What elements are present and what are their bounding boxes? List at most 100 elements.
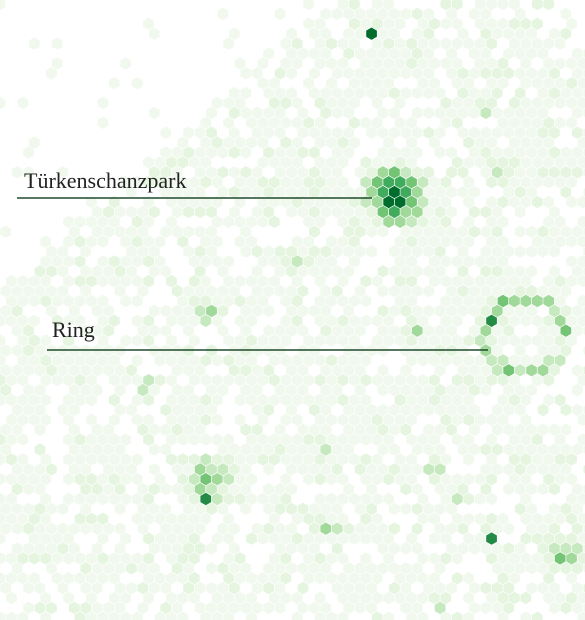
hexbin-cell — [491, 265, 503, 278]
hexbin-cell — [91, 304, 103, 318]
hexbin-cell — [360, 374, 372, 387]
hexbin-cell — [377, 146, 389, 159]
hexbin-cell — [417, 572, 429, 585]
hexbin-cell — [246, 334, 257, 347]
hexbin-cell — [371, 96, 383, 110]
hexbin-cell — [51, 532, 63, 545]
hexbin-cell — [200, 374, 212, 387]
hexbin-cell — [366, 562, 377, 575]
hexbin-cell — [560, 7, 572, 21]
hexbin-cell — [46, 364, 57, 377]
hexbin-cell — [303, 393, 314, 407]
hexbin-cell — [234, 374, 246, 387]
hexbin-cell — [217, 146, 229, 159]
hexbin-cell — [137, 383, 149, 397]
hexbin-cell — [103, 225, 114, 238]
hexbin-cell — [103, 443, 114, 456]
annotation-label-ring: Ring — [52, 317, 95, 342]
hexbin-cell — [474, 96, 486, 110]
hexbin-cell — [549, 443, 560, 456]
hexbin-cell — [91, 265, 103, 278]
hexbin-cell — [194, 581, 206, 595]
hexbin-cell — [366, 581, 377, 595]
hexbin-cell — [474, 334, 486, 347]
hexbin-cell — [543, 156, 555, 169]
hexbin-cell — [531, 156, 543, 169]
hexbin-cell — [28, 572, 40, 585]
hexbin-cell — [383, 195, 394, 209]
hexbin-cell — [280, 413, 292, 426]
hexbin-cell — [543, 116, 555, 129]
hexbin-cell — [149, 463, 160, 476]
hexbin-cell — [246, 235, 257, 248]
hexbin-cell — [149, 581, 160, 595]
hexbin-cell — [291, 512, 303, 525]
hexbin-cell — [503, 265, 515, 278]
hexbin-cell — [400, 482, 412, 496]
hexbin-cell — [577, 255, 585, 268]
hexbin-cell — [577, 433, 585, 446]
hexbin-cell — [571, 502, 583, 516]
hexbin-cell — [491, 324, 503, 337]
hexbin-cell — [34, 344, 46, 357]
hexbin-cell — [349, 413, 360, 426]
hexbin-cell — [108, 591, 120, 605]
hexbin-cell — [394, 413, 406, 426]
hexbin-cell — [234, 572, 246, 585]
hexbin-cell — [91, 225, 103, 238]
hexbin-cell — [229, 364, 240, 377]
hexbin-cell — [423, 383, 435, 397]
hexbin-cell — [406, 215, 417, 228]
hexbin-cell — [114, 522, 126, 535]
hexbin-cell — [411, 86, 423, 100]
hexbin-cell — [520, 512, 532, 525]
hexbin-cell — [28, 354, 40, 367]
hexbin-cell — [211, 413, 223, 426]
hexbin-cell — [383, 611, 394, 620]
hexbin-cell — [274, 324, 286, 337]
hexbin-cell — [257, 433, 269, 446]
hexbin-cell — [520, 136, 532, 149]
hexbin-cell — [137, 482, 149, 496]
hexbin-cell — [497, 572, 509, 585]
hexbin-cell — [354, 284, 366, 298]
hexbin-cell — [263, 601, 274, 615]
hexbin-cell — [211, 433, 223, 446]
hexbin-cell — [509, 294, 520, 308]
hexbin-cell — [189, 492, 200, 506]
hexbin-cell — [131, 314, 143, 327]
hexbin-cell — [371, 17, 383, 30]
hexbin-cell — [97, 552, 109, 565]
hexbin-cell — [537, 67, 549, 80]
hexbin-cell — [63, 374, 74, 387]
hexbin-cell — [23, 364, 34, 377]
hexbin-cell — [526, 67, 537, 80]
hexbin-cell — [217, 522, 229, 535]
hexbin-cell — [246, 374, 257, 387]
hexbin-cell — [480, 304, 492, 318]
hexbin-cell — [246, 294, 257, 308]
hexbin-cell — [354, 67, 366, 80]
hexbin-cell — [51, 354, 63, 367]
hexbin-cell — [251, 284, 263, 298]
hexbin-cell — [554, 453, 566, 466]
hexbin-cell — [343, 423, 354, 436]
hexbin-cell — [114, 581, 126, 595]
hexbin-cell — [166, 532, 177, 545]
hexbin-cell — [217, 265, 229, 278]
hexbin-cell — [269, 96, 280, 110]
hexbin-cell — [28, 334, 40, 347]
hexbin-cell — [274, 265, 286, 278]
hexbin-cell — [394, 591, 406, 605]
hexbin-cell — [417, 37, 429, 50]
hexbin-cell — [114, 542, 126, 555]
hexbin-cell — [200, 512, 212, 525]
hexbin-cell — [514, 106, 526, 120]
hexbin-cell — [514, 542, 526, 555]
hexbin-cell — [6, 572, 17, 585]
hexbin-cell — [354, 423, 366, 436]
hexbin-cell — [6, 433, 17, 446]
hexbin-cell — [206, 581, 217, 595]
hexbin-cell — [503, 27, 515, 40]
hexbin-cell — [149, 542, 160, 555]
